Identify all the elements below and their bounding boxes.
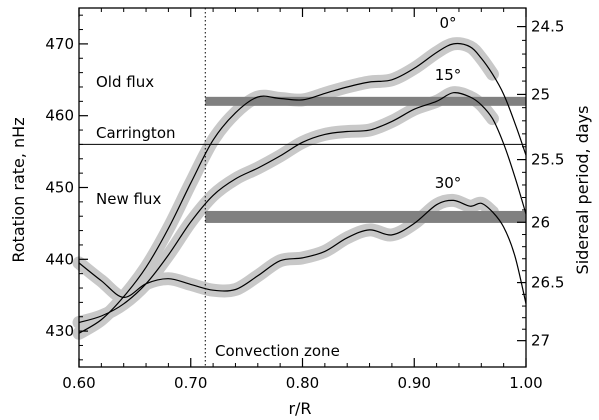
- carrington-label: Carrington: [96, 124, 176, 142]
- right-tick-label-4: 26.5: [531, 274, 564, 292]
- y-tick-label-1: 440: [45, 250, 74, 268]
- series-lines: [78, 42, 527, 334]
- series-label-3: 30°: [435, 174, 462, 192]
- new-flux-band: [205, 210, 526, 223]
- series-label-2: 15°: [435, 66, 462, 84]
- x-tick-label-2: 0.80: [286, 374, 319, 392]
- y-axis-left-label: Rotation rate, nHz: [9, 117, 28, 262]
- axes: 0.60 0.70 0.80 0.90 1.00 430 440 450 460 470 24.5 2…: [45, 7, 564, 392]
- right-tick-label-2: 25.5: [531, 151, 564, 169]
- series-line-1: [78, 42, 527, 334]
- series-label-1: 0°: [439, 14, 456, 32]
- x-axis-label: r/R: [288, 399, 311, 418]
- right-tick-label-0: 24.5: [531, 18, 564, 36]
- y-tick-label-0: 430: [45, 322, 74, 340]
- new-flux-label: New flux: [96, 190, 161, 208]
- right-tick-label-3: 26: [531, 213, 550, 231]
- chart-labels: Old flux Carrington New flux Convection …: [9, 14, 592, 418]
- y-tick-label-4: 470: [45, 35, 74, 53]
- y-tick-label-2: 450: [45, 179, 74, 197]
- convection-zone-label: Convection zone: [215, 342, 340, 360]
- x-tick-label-4: 1.00: [509, 374, 542, 392]
- old-flux-band: [205, 96, 526, 106]
- x-tick-label-3: 0.90: [398, 374, 431, 392]
- old-flux-label: Old flux: [96, 73, 154, 91]
- y-axis-right-label: Sidereal period, days: [573, 106, 592, 275]
- right-tick-label-5: 27: [531, 332, 550, 350]
- right-tick-label-1: 25: [531, 85, 550, 103]
- series-line-3: [78, 199, 527, 304]
- x-tick-label-1: 0.70: [174, 374, 207, 392]
- series-line-2: [78, 92, 527, 324]
- reference-lines: [79, 8, 526, 367]
- y-tick-label-3: 460: [45, 107, 74, 125]
- x-tick-label-0: 0.60: [62, 374, 95, 392]
